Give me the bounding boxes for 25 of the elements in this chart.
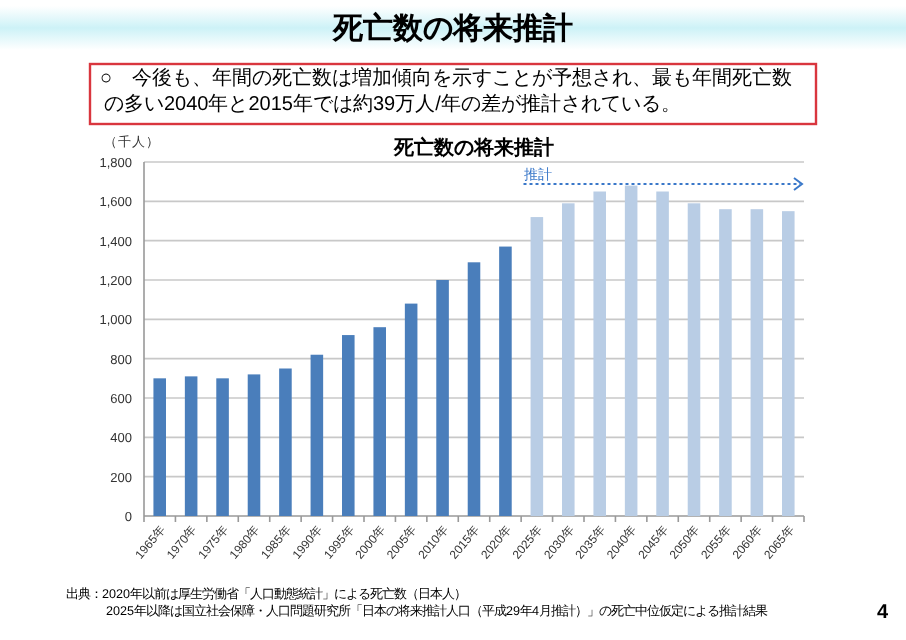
bar <box>247 374 261 516</box>
bar <box>404 303 418 516</box>
bar <box>279 368 292 516</box>
bar <box>342 335 355 516</box>
bar <box>687 203 701 516</box>
bar <box>184 376 198 516</box>
bar <box>562 203 575 516</box>
text: ○ 今後も、年間の死亡数は増加傾向を示すことが予想され、最も年間死亡数の多い2040年と2015年では約39万人/年の差が推計されている。 <box>100 66 795 118</box>
bar <box>530 217 544 516</box>
bar <box>719 209 732 516</box>
bar <box>373 327 386 516</box>
bar <box>153 378 166 516</box>
bar <box>499 246 512 516</box>
bar <box>782 211 795 516</box>
bar <box>310 354 324 516</box>
bar <box>436 280 449 516</box>
chart-title: 死亡数の将来推計 <box>392 136 554 160</box>
text: 死亡数の将来推計 <box>331 10 573 46</box>
bar <box>593 191 606 516</box>
bar <box>216 378 229 516</box>
bar <box>624 185 638 516</box>
bar <box>656 191 669 516</box>
text: 4 <box>876 602 889 624</box>
bar <box>750 209 764 516</box>
bar <box>467 262 481 516</box>
